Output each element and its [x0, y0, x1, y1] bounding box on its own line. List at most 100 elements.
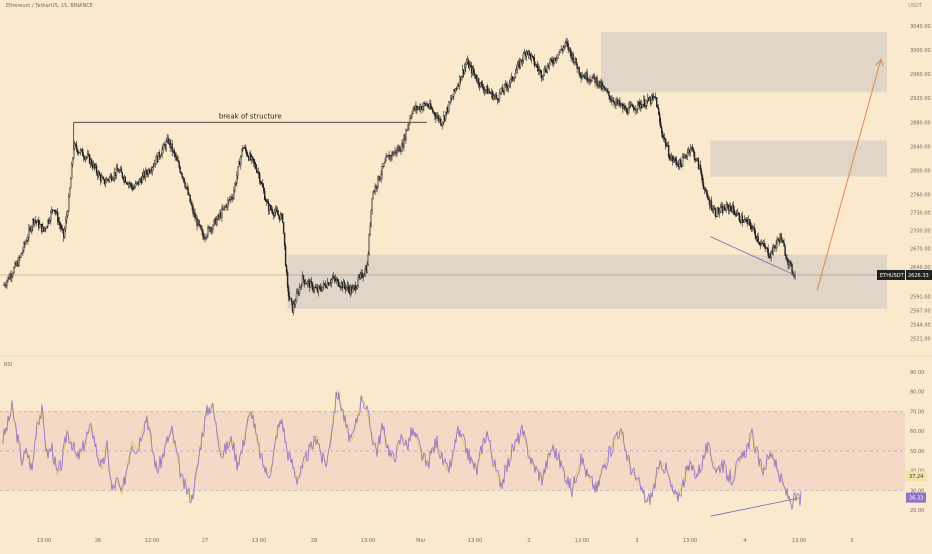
x-tick-label: 2	[527, 538, 530, 544]
candle-body	[775, 243, 777, 249]
candle-body	[790, 262, 792, 265]
price-tick-label: 2840.00	[910, 144, 931, 150]
projection-arrow	[816, 58, 882, 291]
candle-body	[13, 267, 15, 274]
candle-body	[71, 157, 74, 165]
candle-body	[337, 279, 340, 287]
candle-body	[57, 211, 59, 223]
candle-body	[468, 65, 471, 69]
currency-label[interactable]: USDT	[908, 3, 922, 9]
candle-body	[777, 239, 779, 241]
candle-body	[74, 143, 77, 146]
candle-body	[6, 280, 8, 286]
candle-body	[183, 177, 185, 184]
candle-body	[103, 179, 106, 185]
candle-body	[102, 177, 105, 180]
candle-body	[194, 212, 196, 219]
price-tick-label: 3040.00	[910, 24, 931, 30]
candle-body	[693, 152, 696, 160]
price-badge	[877, 269, 905, 280]
candle-body	[742, 221, 744, 223]
candle-body	[313, 287, 316, 290]
candle-body	[356, 284, 358, 289]
candle-body	[477, 78, 480, 85]
candle-body	[601, 81, 603, 89]
rsi-label: RSI	[4, 362, 13, 368]
candle-body	[540, 70, 542, 79]
candle-body	[498, 92, 501, 100]
candle-body	[35, 220, 37, 222]
supply-demand-zone	[601, 32, 887, 93]
candle-body	[359, 274, 361, 278]
candle-body	[533, 57, 536, 65]
candle-body	[235, 182, 237, 185]
candle-body	[578, 66, 580, 74]
candle-body	[528, 50, 531, 54]
candle-body	[654, 96, 656, 98]
candle-body	[558, 52, 560, 55]
candle-body	[63, 228, 66, 238]
candle-body	[328, 283, 331, 286]
price-tick-label: 3000.00	[910, 48, 931, 54]
candle-body	[591, 77, 593, 82]
candle-body	[373, 191, 375, 193]
candle-body	[549, 59, 551, 64]
candle-body	[738, 213, 741, 221]
candle-body	[159, 156, 161, 158]
candle-body	[718, 211, 721, 214]
candle-body	[62, 228, 64, 230]
candle-body	[516, 64, 519, 71]
candle-body	[550, 59, 552, 61]
candle-body	[324, 284, 327, 288]
supply-demand-zone	[710, 140, 887, 177]
candle-body	[292, 303, 295, 313]
candle-body	[714, 208, 717, 217]
candle-body	[764, 245, 766, 249]
candle-body	[132, 188, 135, 190]
candle-body	[270, 209, 273, 211]
x-tick-label: Mar	[416, 538, 426, 544]
candle-body	[22, 250, 24, 253]
candle-body	[162, 144, 164, 150]
candle-body	[508, 83, 511, 86]
candle-body	[501, 87, 504, 92]
candle-body	[560, 49, 562, 51]
candle-body	[381, 166, 383, 175]
candle-body	[732, 205, 735, 211]
candle-body	[139, 179, 142, 181]
candle-body	[65, 215, 68, 221]
candle-body	[310, 280, 313, 284]
candle-body	[28, 228, 30, 238]
candle-body	[150, 170, 152, 172]
candle-body	[181, 173, 183, 178]
candle-body	[227, 200, 229, 208]
candle-body	[171, 143, 173, 152]
candle-body	[329, 282, 332, 285]
candle-body	[706, 193, 709, 198]
candle-body	[754, 230, 756, 237]
candle-body	[461, 76, 463, 81]
candle-body	[686, 152, 689, 157]
candle-body	[396, 148, 398, 154]
candle-body	[507, 85, 510, 89]
candle-body	[302, 275, 305, 281]
rsi-pane	[0, 391, 905, 517]
candle-body	[696, 158, 699, 160]
candle-body	[363, 274, 365, 277]
candle-body	[541, 76, 543, 79]
candle-body	[229, 199, 231, 201]
candle-body	[436, 116, 438, 119]
candle-body	[26, 240, 28, 242]
candle-body	[776, 239, 778, 244]
candle-body	[262, 183, 264, 188]
candle-body	[726, 204, 729, 206]
candle-body	[236, 175, 238, 184]
candle-body	[105, 178, 108, 183]
candle-body	[231, 196, 233, 199]
candle-body	[275, 209, 278, 212]
candle-body	[492, 95, 495, 100]
candle-body	[385, 156, 387, 162]
candle-body	[573, 61, 575, 63]
